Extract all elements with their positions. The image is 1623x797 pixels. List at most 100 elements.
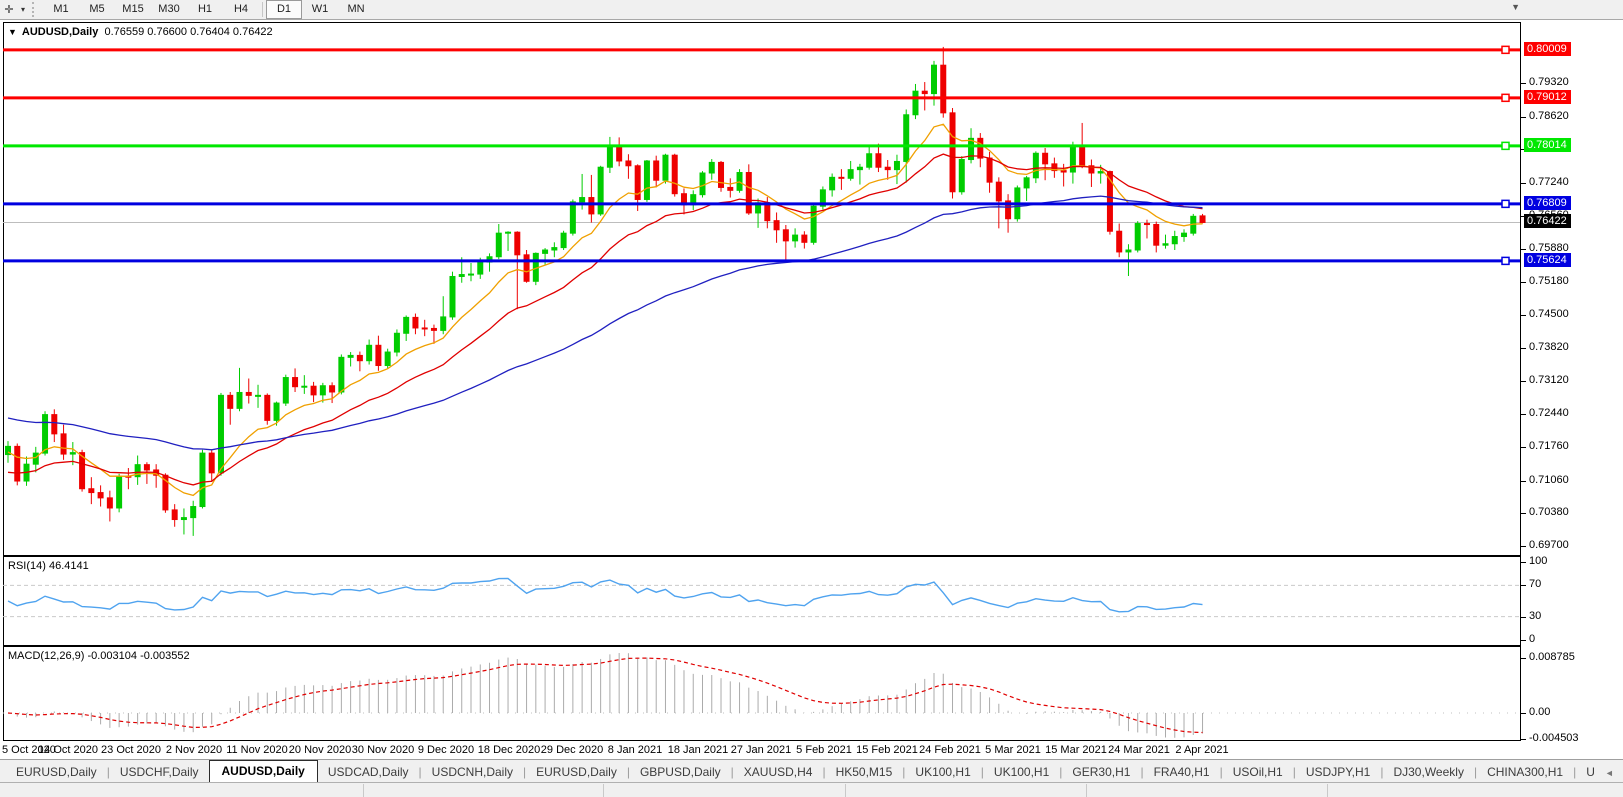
timeframe-button-d1[interactable]: D1: [266, 0, 302, 19]
rsi-tick-label: 30: [1529, 609, 1542, 622]
chart-tab-china300-h1[interactable]: CHINA300,H1: [1487, 765, 1564, 779]
candle-body: [1032, 152, 1039, 179]
candle-body: [393, 332, 400, 353]
candle-body: [116, 475, 123, 509]
candle-body: [1060, 170, 1067, 173]
timeframe-button-m15[interactable]: M15: [122, 3, 144, 15]
candle-body: [1005, 200, 1012, 220]
rsi-tick-label: 70: [1529, 578, 1542, 591]
candle-body: [643, 160, 650, 200]
candle-body: [671, 154, 678, 195]
level-line-handle[interactable]: [1501, 256, 1510, 266]
chart-tab-usdcnh-daily[interactable]: USDCNH,Daily: [431, 765, 514, 779]
candle-body: [893, 160, 900, 171]
candle-body: [653, 160, 660, 181]
chart-tab-usoil-h1[interactable]: USOil,H1: [1232, 765, 1283, 779]
toolbar-overflow-icon[interactable]: ▼: [1511, 2, 1520, 12]
date-axis-label: 15 Feb 2021: [856, 744, 918, 756]
timeframe-button-m5[interactable]: M5: [89, 3, 105, 15]
candle-body: [542, 249, 549, 254]
cursor-tool-icon[interactable]: ✛: [4, 4, 14, 16]
chart-tab-uk100-h1[interactable]: UK100,H1: [915, 765, 971, 779]
chart-menu-icon[interactable]: ▼: [8, 27, 17, 37]
rsi-tick-mark: [1521, 562, 1526, 563]
level-line-handle[interactable]: [1501, 93, 1510, 103]
level-price-label: 0.80009: [1524, 41, 1571, 56]
candle-body: [1079, 146, 1086, 167]
price-chart-canvas[interactable]: [3, 22, 1520, 555]
candle-body: [1134, 223, 1141, 251]
candle-body: [134, 464, 141, 478]
candle-body: [505, 231, 512, 234]
level-price-label: 0.78014: [1524, 137, 1571, 152]
candle-body: [180, 517, 187, 521]
tab-scroll-right-icon[interactable]: ►: [1622, 768, 1623, 778]
candle-body: [958, 159, 965, 193]
candle-body: [245, 391, 252, 396]
macd-tick-label: -0.004503: [1529, 732, 1579, 744]
date-axis-label: 2 Apr 2021: [1175, 744, 1229, 756]
candle-body: [875, 153, 882, 168]
strip-divider: [1086, 784, 1087, 797]
date-axis-label: 14 Oct 2020: [38, 744, 98, 756]
toolbar-grip[interactable]: [32, 2, 39, 17]
candle-body: [1088, 165, 1095, 174]
timeframe-button-mn[interactable]: MN: [347, 3, 365, 15]
level-line-handle[interactable]: [1501, 45, 1510, 55]
chart-tab-eurusd-daily[interactable]: EURUSD,Daily: [536, 765, 617, 779]
level-price-label: 0.76809: [1524, 195, 1571, 210]
candle-body: [347, 354, 354, 358]
cursor-dropdown-icon[interactable]: ▾: [20, 5, 25, 14]
pane-border: [1520, 22, 1521, 741]
candle-body: [968, 137, 975, 161]
timeframe-button-h4[interactable]: H4: [233, 3, 249, 15]
price-tick-mark: [1521, 347, 1526, 349]
chart-tab-hk50-m15[interactable]: HK50,M15: [835, 765, 893, 779]
price-tick-mark: [1521, 480, 1526, 482]
candle-body: [921, 90, 928, 95]
chart-tab-ger30-h1[interactable]: GER30,H1: [1072, 765, 1131, 779]
candle-body: [792, 234, 799, 242]
price-axis[interactable]: [1521, 20, 1623, 758]
candle-body: [662, 154, 669, 181]
candle-body: [319, 385, 326, 396]
tab-scroll-left-icon[interactable]: ◄: [1604, 768, 1614, 778]
chart-tab-dj30-weekly[interactable]: DJ30,Weekly: [1393, 765, 1464, 779]
date-axis-label: 9 Dec 2020: [417, 744, 475, 756]
candle-body: [106, 497, 113, 509]
date-axis-label: 2 Nov 2020: [165, 744, 223, 756]
toolbar-separator: [262, 2, 263, 17]
chart-tab-usdcad-daily[interactable]: USDCAD,Daily: [327, 765, 409, 779]
level-line-handle[interactable]: [1501, 199, 1510, 209]
price-tick-mark: [1521, 282, 1526, 284]
timeframe-button-h1[interactable]: H1: [197, 3, 213, 15]
chart-tab-u[interactable]: U: [1586, 765, 1595, 779]
timeframe-button-m1[interactable]: M1: [53, 3, 69, 15]
date-axis-label: 20 Nov 2020: [288, 744, 352, 756]
candle-body: [88, 488, 95, 494]
chart-tab-audusd-daily[interactable]: AUDUSD,Daily: [208, 760, 318, 782]
price-tick-label: 0.75180: [1529, 275, 1569, 288]
chart-tab-uk100-h1[interactable]: UK100,H1: [993, 765, 1050, 779]
macd-chart-canvas[interactable]: [3, 647, 1520, 740]
pane-border: [3, 22, 1520, 23]
candle-body: [523, 254, 530, 282]
tab-separator: |: [1059, 765, 1063, 779]
level-line-handle[interactable]: [1501, 141, 1510, 151]
chart-tab-eurusd-daily[interactable]: EURUSD,Daily: [16, 765, 97, 779]
chart-tab-gbpusd-daily[interactable]: GBPUSD,Daily: [639, 765, 721, 779]
chart-tab-xauusd-h4[interactable]: XAUUSD,H4: [743, 765, 813, 779]
candle-body: [745, 172, 752, 214]
price-tick-label: 0.73120: [1529, 374, 1569, 387]
chart-tab-usdchf-daily[interactable]: USDCHF,Daily: [119, 765, 199, 779]
candle-body: [616, 144, 623, 162]
price-tick-mark: [1521, 248, 1526, 250]
rsi-tick-label: 100: [1529, 555, 1548, 567]
current-price-label: 0.76422: [1524, 214, 1571, 229]
timeframe-button-m30[interactable]: M30: [158, 3, 180, 15]
rsi-chart-canvas[interactable]: [3, 557, 1520, 645]
strip-divider: [363, 784, 364, 797]
chart-tab-fra40-h1[interactable]: FRA40,H1: [1153, 765, 1210, 779]
timeframe-button-w1[interactable]: W1: [311, 3, 329, 15]
chart-tab-usdjpy-h1[interactable]: USDJPY,H1: [1305, 765, 1371, 779]
